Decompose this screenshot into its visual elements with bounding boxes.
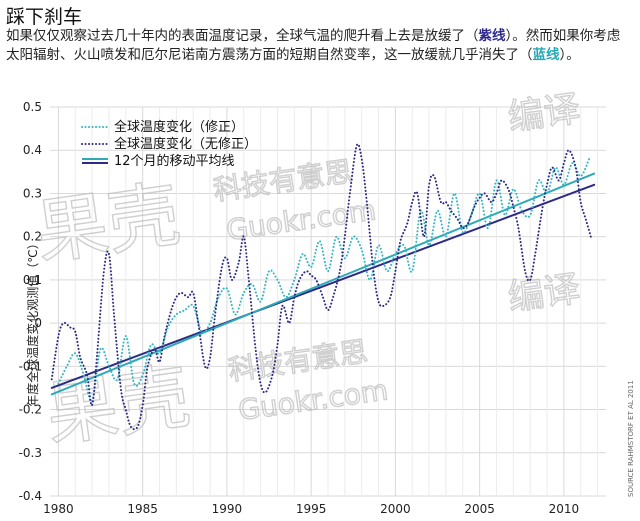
source-credit: SOURCE RAHMSTORF ET AL 2011 [627,380,635,497]
teal-line-label: 蓝线 [532,47,560,63]
series-trend-purple-line [50,183,596,389]
y-tick-label: -0.2 [19,403,42,417]
y-tick-label: 0.4 [23,143,42,157]
page-title: 踩下刹车 [6,6,83,28]
y-axis-label: 年度全球温度变化观测值（℃） [25,237,40,406]
legend-label: 全球温度变化（修正） [114,119,244,135]
series-corrected-line [57,157,591,403]
legend-label: 12个月的移动平均线 [114,153,235,169]
y-tick-label: -0.1 [19,359,42,373]
x-tick-label: 2005 [464,502,495,516]
purple-line-label: 紫线 [478,28,506,44]
watermark-edit: 编译 [506,88,583,139]
x-tick-label: 1980 [43,502,74,516]
chart-series [50,143,596,431]
x-tick-label: 2010 [549,502,580,516]
x-tick-label: 2000 [380,502,411,516]
x-tick-label: 1990 [212,502,243,516]
watermark-brand-2: 果壳 [41,354,195,457]
y-tick-label: -0.3 [19,446,42,460]
chart-legend: 全球温度变化（修正）全球温度变化（无修正）12个月的移动平均线 [81,119,257,169]
y-tick-label: 0 [34,316,42,330]
x-tick-label: 1985 [127,502,158,516]
intro-text-3: ）。 [559,47,580,63]
legend-label: 全球温度变化（无修正） [114,136,257,152]
watermark-edit-2: 编译 [506,268,583,319]
series-trend-teal-line [50,172,596,396]
y-tick-label: 0.3 [23,186,42,200]
y-tick-label: 0.5 [23,100,42,114]
x-tick-label: 1995 [296,502,327,516]
y-tick-label: -0.4 [19,489,42,503]
series-uncorrected-line [50,143,592,431]
y-tick-label: 0.1 [23,273,42,287]
intro-paragraph: 如果仅仅观察过去几十年内的表面温度记录，全球气温的爬升看上去是放缓了（紫线）。然… [6,27,631,65]
intro-text-1: 如果仅仅观察过去几十年内的表面温度记录，全球气温的爬升看上去是放缓了（ [6,28,479,44]
watermark-brand: 果壳 [31,172,185,275]
y-tick-label: 0.2 [23,230,42,244]
chart-grid [50,106,606,497]
intro-text-2: ）。然而如果你考虑太阳辐射、火山喷发和厄尔尼诺南方震荡方面的短期自然变率，这一放… [6,28,621,63]
